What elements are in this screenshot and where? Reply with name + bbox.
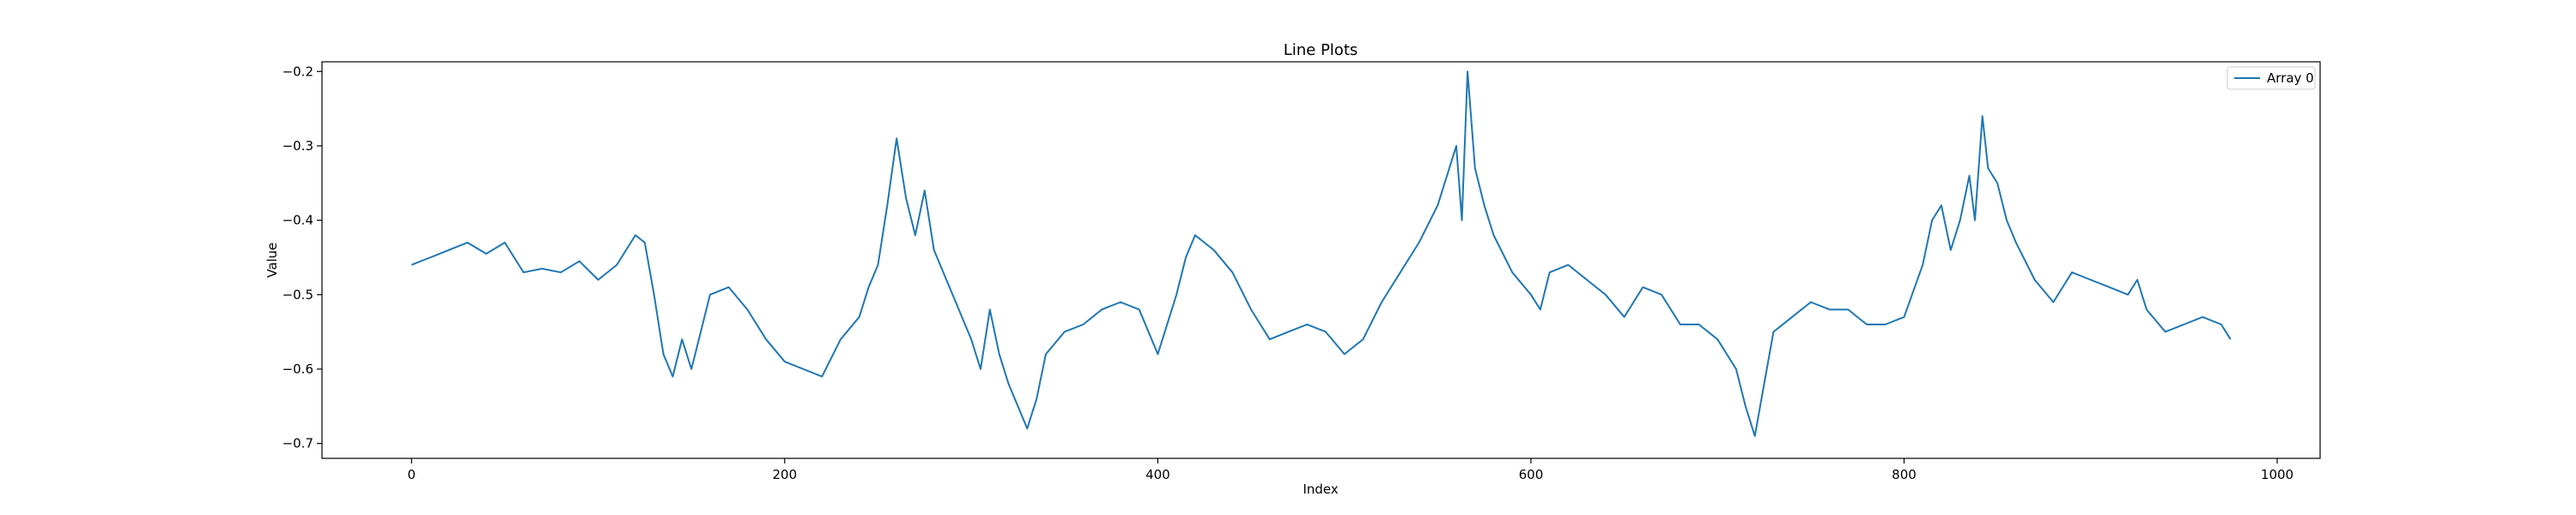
legend: Array 0 [2227,66,2316,90]
y-tick-label: −0.3 [283,138,313,154]
y-axis-label: Value [264,242,280,277]
chart-title: Line Plots [1284,41,1358,59]
x-tick-label: 600 [1519,467,1544,482]
y-tick-label: −0.5 [283,287,313,302]
y-tick-label: −0.7 [283,436,313,451]
x-tick-label: 0 [408,467,416,482]
y-axis-ticks: −0.7 −0.6 −0.5 −0.4 −0.3 −0.2 [283,64,322,451]
series-line-array-0 [410,70,2232,437]
y-tick-label: −0.2 [283,64,313,79]
x-tick-label: 200 [773,467,798,482]
series-layer [410,70,2232,437]
x-tick-label: 400 [1145,467,1170,482]
y-tick-label: −0.4 [283,213,313,228]
x-axis-ticks: 0 200 400 600 800 1000 [408,458,2293,482]
legend-box [2227,66,2316,90]
plot-area [321,61,2321,459]
plot-frame [321,61,2321,459]
x-tick-label: 1000 [2261,467,2293,482]
x-tick-label: 800 [1892,467,1917,482]
legend-label-array-0: Array 0 [2267,70,2314,86]
y-tick-label: −0.6 [283,361,313,377]
x-axis-label: Index [1303,482,1338,497]
